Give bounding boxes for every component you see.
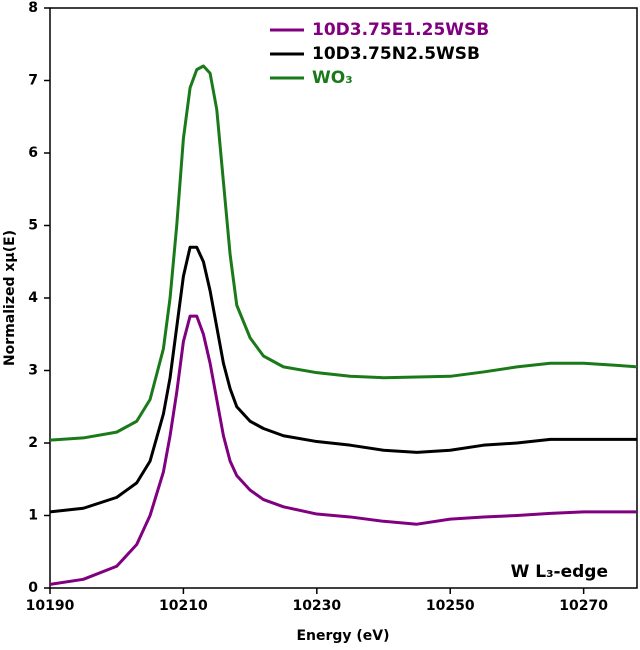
y-tick-label: 8: [28, 0, 38, 16]
y-tick-label: 0: [28, 580, 38, 596]
legend-label: 10D3.75E1.25WSB: [312, 20, 489, 40]
y-axis-label: Normalized xμ(E): [2, 230, 18, 366]
x-tick-label: 10210: [159, 598, 208, 614]
y-tick-label: 4: [28, 290, 38, 306]
y-tick-label: 6: [28, 145, 38, 161]
legend-label: WO₃: [312, 68, 353, 88]
series-line: [49, 64, 638, 442]
y-tick-label: 1: [28, 508, 38, 524]
x-tick-label: 10270: [559, 598, 608, 614]
plot-frame: [49, 7, 638, 589]
y-tick-label: 7: [28, 73, 38, 89]
annotation: W L₃-edge: [511, 562, 608, 582]
y-tick-label: 5: [28, 218, 38, 234]
x-tick-label: 10250: [426, 598, 475, 614]
y-tick-label: 3: [28, 363, 38, 379]
x-axis-label: Energy (eV): [296, 628, 389, 644]
series-line: [49, 245, 637, 514]
series-line: [49, 314, 637, 586]
x-tick-label: 10190: [26, 598, 75, 614]
x-tick-label: 10230: [292, 598, 341, 614]
legend-label: 10D3.75N2.5WSB: [312, 44, 480, 64]
y-tick-label: 2: [28, 435, 38, 451]
